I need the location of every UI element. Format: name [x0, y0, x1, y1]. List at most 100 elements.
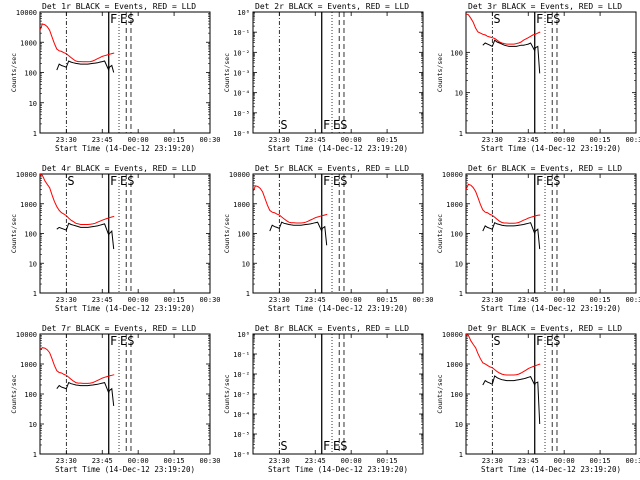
- x-axis-label: Start Time (14-Dec-12 23:19:20): [268, 465, 408, 474]
- x-tick-label: 23:30: [269, 296, 290, 304]
- y-tick-label: 10000: [16, 9, 37, 17]
- x-tick-label: 23:45: [518, 136, 539, 144]
- data-layer: [40, 334, 132, 454]
- panel-title: Det 6r BLACK = Events, RED = LLD: [468, 164, 622, 173]
- x-axis-label: Start Time (14-Dec-12 23:19:20): [55, 304, 195, 313]
- x-tick-label: 23:45: [305, 296, 326, 304]
- x-tick-label: 00:00: [341, 136, 362, 144]
- y-tick-label: 1000: [20, 361, 37, 369]
- plot-frame: [252, 11, 424, 134]
- y-tick-label: 10000: [16, 331, 37, 339]
- y-tick-label: 10⁻⁵: [233, 110, 250, 118]
- x-tick-label: 00:30: [199, 457, 220, 465]
- data-layer: [253, 174, 345, 293]
- plot-frame: [39, 333, 211, 455]
- x-tick-label: 23:30: [269, 457, 290, 465]
- detector-panel: Det 8r BLACK = Events, RED = LLD 10⁰ 10⁻¹ 1…: [223, 324, 424, 474]
- y-tick-label: 10: [455, 90, 463, 98]
- y-tick-label: 1: [33, 130, 37, 138]
- event-marker-label: S: [280, 439, 287, 453]
- x-axis-label: Start Time (14-Dec-12 23:19:20): [481, 465, 621, 474]
- lld-series-line: [466, 334, 541, 376]
- x-axis-label: Start Time (14-Dec-12 23:19:20): [268, 144, 408, 153]
- y-tick-label: 1: [459, 290, 463, 298]
- panel-title: Det 4r BLACK = Events, RED = LLD: [42, 164, 196, 173]
- x-tick-label: 00:30: [625, 457, 640, 465]
- event-marker-label: E: [333, 439, 340, 453]
- x-tick-label: 23:30: [269, 136, 290, 144]
- y-tick-label: 10⁻³: [233, 391, 250, 399]
- y-tick-label: 1000: [446, 201, 463, 209]
- event-marker-label: F: [323, 174, 330, 188]
- y-axis-label: Counts/sec: [436, 374, 444, 413]
- data-layer: [466, 12, 558, 133]
- event-marker-label: E: [120, 174, 127, 188]
- y-tick-label: 1000: [446, 361, 463, 369]
- y-tick-label: 10⁻¹: [233, 351, 250, 359]
- events-series-line: [56, 60, 115, 73]
- event-marker-label: F: [110, 334, 117, 348]
- y-axis-label: Counts/sec: [436, 53, 444, 92]
- panel-title: Det 5r BLACK = Events, RED = LLD: [255, 164, 409, 173]
- data-layer: [278, 334, 345, 454]
- x-tick-label: 00:15: [377, 296, 398, 304]
- event-marker-label: S: [127, 174, 134, 188]
- x-tick-label: 00:00: [554, 136, 575, 144]
- y-tick-label: 1: [459, 451, 463, 459]
- x-axis-label: Start Time (14-Dec-12 23:19:20): [481, 304, 621, 313]
- y-tick-label: 1000: [233, 201, 250, 209]
- y-tick-label: 10000: [229, 171, 250, 179]
- y-tick-label: 100: [24, 391, 37, 399]
- y-tick-label: 10⁻⁶: [233, 451, 250, 459]
- y-tick-label: 10⁻¹: [233, 29, 250, 37]
- y-tick-label: 10: [455, 421, 463, 429]
- detector-panel: Det 3r BLACK = Events, RED = LLD 1 10 100 23…: [436, 2, 640, 153]
- y-tick-label: 10⁻⁵: [233, 431, 250, 439]
- x-tick-label: 00:00: [128, 136, 149, 144]
- x-tick-label: 23:45: [92, 296, 113, 304]
- y-tick-label: 1: [459, 130, 463, 138]
- y-tick-label: 10: [29, 421, 37, 429]
- y-tick-label: 10000: [16, 171, 37, 179]
- event-marker-label: S: [553, 174, 560, 188]
- detector-panel: Det 2r BLACK = Events, RED = LLD 10⁰ 10⁻¹ 1…: [223, 2, 424, 153]
- events-series-line: [56, 381, 115, 406]
- x-tick-label: 00:15: [164, 136, 185, 144]
- x-axis-label: Start Time (14-Dec-12 23:19:20): [268, 304, 408, 313]
- y-axis-label: Counts/sec: [10, 374, 18, 413]
- x-tick-label: 00:30: [625, 296, 640, 304]
- y-tick-label: 10: [29, 100, 37, 108]
- y-tick-label: 10⁻²: [233, 371, 250, 379]
- events-series-line: [269, 221, 328, 246]
- lld-series-line: [40, 174, 115, 225]
- event-marker-label: E: [333, 174, 340, 188]
- y-tick-label: 10: [455, 260, 463, 268]
- lld-series-line: [40, 23, 115, 63]
- y-tick-label: 10⁻⁴: [233, 411, 250, 419]
- event-marker-label: F: [110, 12, 117, 26]
- x-axis-label: Start Time (14-Dec-12 23:19:20): [481, 144, 621, 153]
- event-marker-label: S: [553, 12, 560, 26]
- x-tick-label: 00:30: [199, 296, 220, 304]
- event-marker-label: E: [546, 174, 553, 188]
- event-marker-label: E: [120, 12, 127, 26]
- data-layer: [466, 334, 558, 454]
- detector-panel: Det 4r BLACK = Events, RED = LLD 1 10 100 10…: [10, 164, 221, 313]
- data-layer: [40, 174, 132, 293]
- event-marker-label: F: [110, 174, 117, 188]
- y-tick-label: 10⁰: [237, 331, 250, 339]
- x-tick-label: 23:45: [92, 457, 113, 465]
- x-tick-label: 00:00: [128, 457, 149, 465]
- event-marker-label: F: [536, 334, 543, 348]
- x-tick-label: 00:00: [341, 296, 362, 304]
- detector-panel: Det 6r BLACK = Events, RED = LLD 1 10 100 10…: [436, 164, 640, 313]
- x-tick-label: 00:15: [377, 136, 398, 144]
- event-marker-label: S: [127, 12, 134, 26]
- y-tick-label: 100: [24, 70, 37, 78]
- event-marker-label: S: [493, 12, 500, 26]
- y-tick-label: 10⁰: [237, 9, 250, 17]
- x-axis-label: Start Time (14-Dec-12 23:19:20): [55, 465, 195, 474]
- detector-panel: Det 1r BLACK = Events, RED = LLD 1 10 100 10…: [10, 2, 221, 153]
- x-tick-label: 00:00: [554, 457, 575, 465]
- y-tick-label: 1000: [20, 201, 37, 209]
